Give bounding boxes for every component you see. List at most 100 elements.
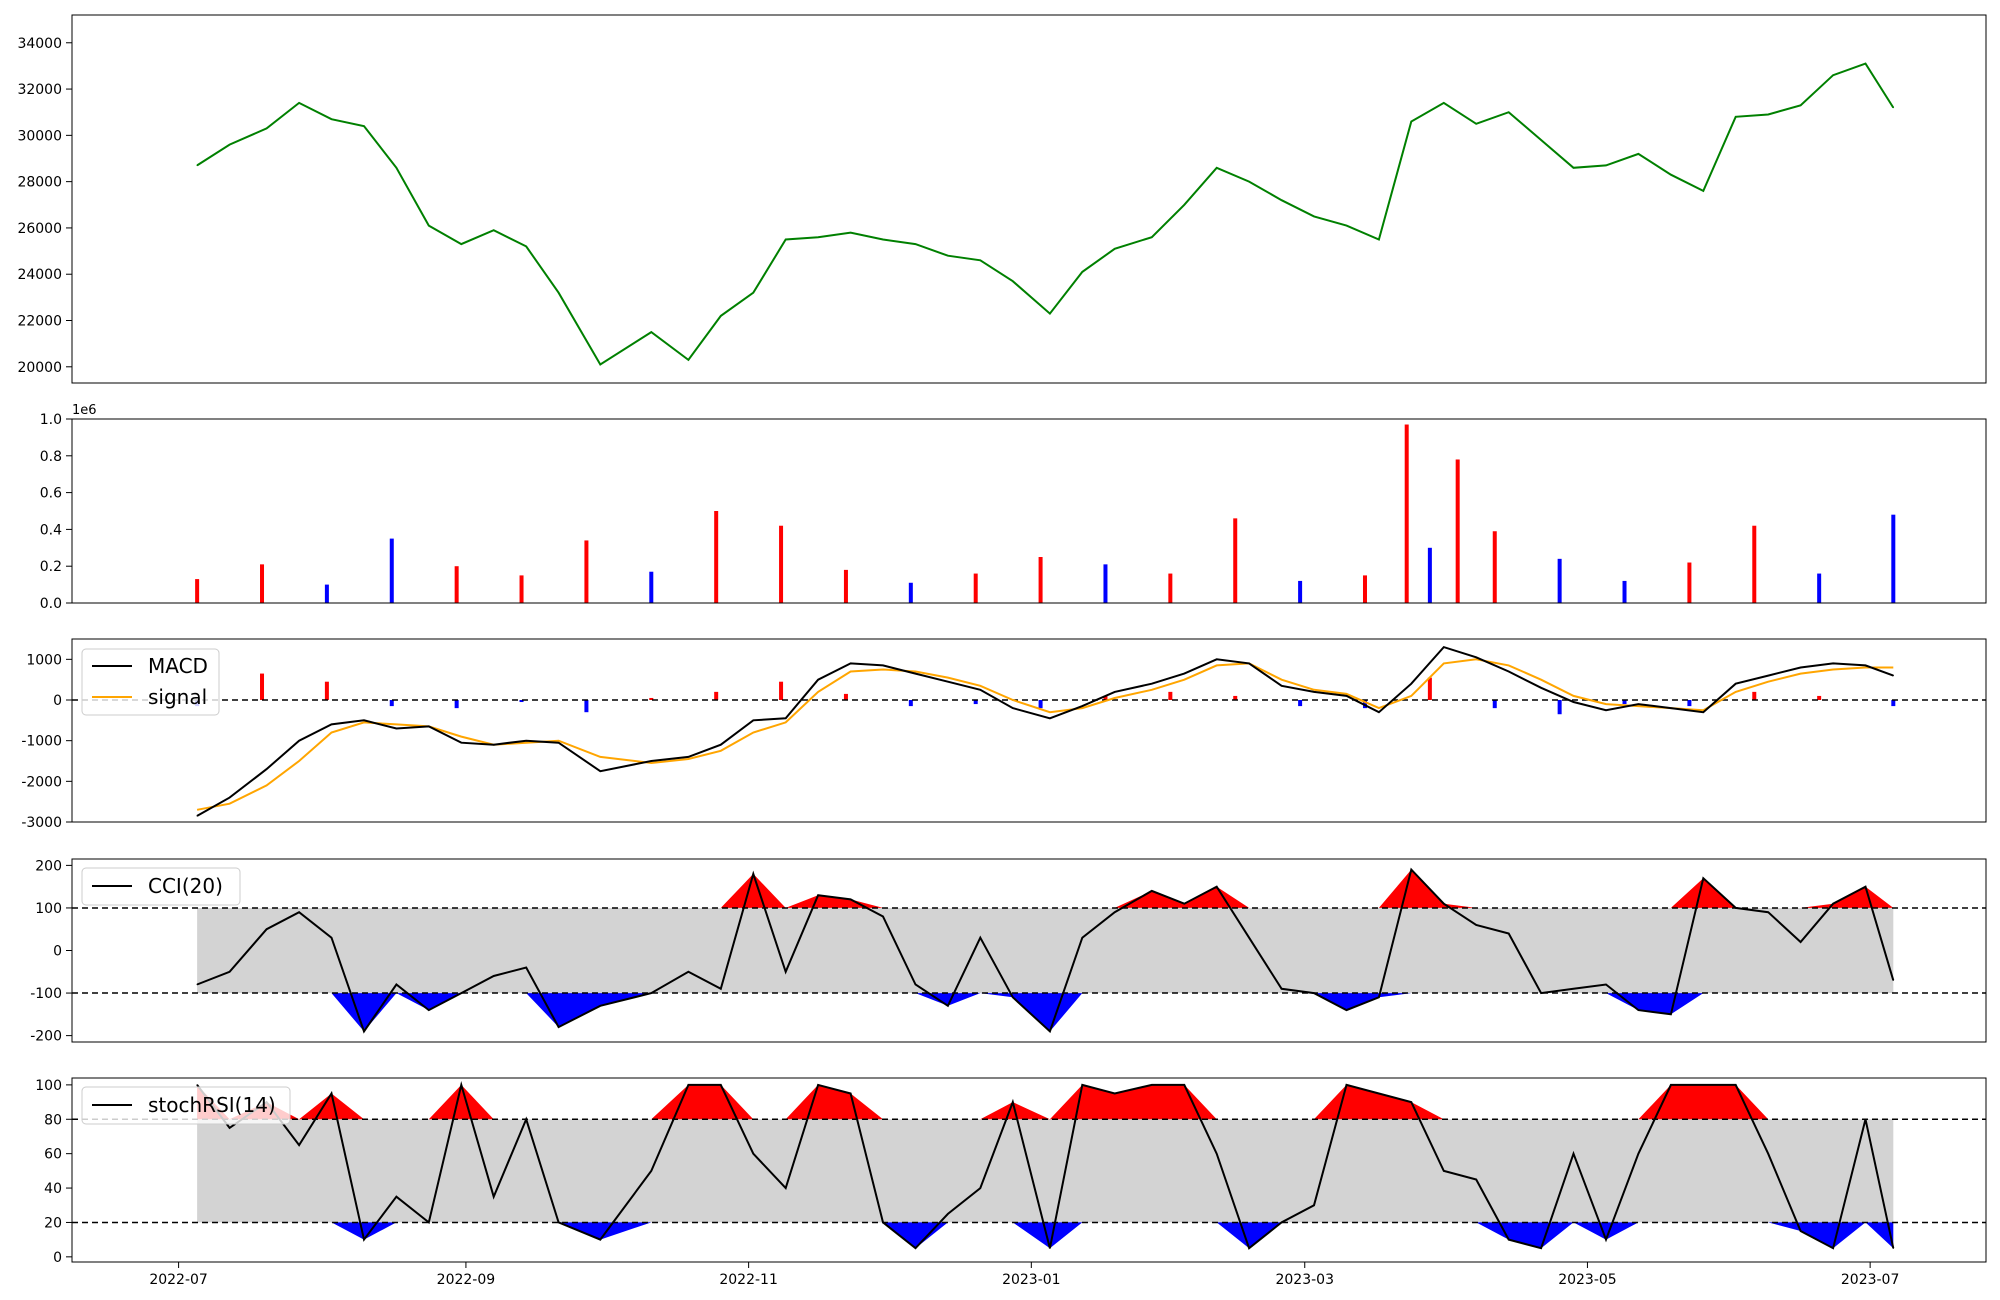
price-point: [1345, 225, 1348, 227]
price-axes-frame: [71, 14, 1987, 384]
stochrsi-point: [1313, 1204, 1315, 1206]
volume-bar: [843, 569, 848, 603]
cci-point: [363, 1030, 365, 1032]
macd-histogram-bar: [1752, 691, 1757, 700]
macd-point: [1540, 687, 1542, 689]
stochrsi-point: [1151, 1084, 1153, 1086]
stochrsi-point: [395, 1196, 398, 1198]
macd-point: [1800, 666, 1802, 669]
macd-point: [1216, 658, 1218, 660]
price-y-tick-label: 26000: [17, 221, 62, 237]
price-point: [1378, 238, 1380, 241]
macd-point: [266, 768, 268, 770]
volume-plot: [195, 424, 1896, 603]
macd-legend-label-macd: MACD: [148, 654, 208, 678]
stochrsi-point: [1767, 1153, 1769, 1155]
cci-point: [599, 1005, 601, 1007]
stochrsi-plot: [72, 1080, 1986, 1250]
price-point: [525, 245, 527, 248]
macd-histogram-bar: [324, 681, 329, 700]
price-point: [1864, 63, 1867, 65]
cci-point: [558, 1026, 560, 1028]
cci-point: [1767, 911, 1769, 913]
price-point: [1081, 271, 1083, 273]
macd-point: [363, 719, 365, 721]
macd-line: [196, 645, 1894, 817]
price-point: [720, 315, 722, 317]
price-point: [752, 292, 754, 294]
stochrsi-point: [1508, 1239, 1510, 1241]
cci-point: [1443, 903, 1445, 905]
stochrsi-oversold-fill: [197, 1222, 1894, 1249]
stochrsi-point: [979, 1187, 981, 1189]
volume-y-tick-label: 0.4: [40, 522, 62, 538]
price-point: [947, 255, 949, 257]
price-point: [1508, 111, 1510, 113]
stochrsi-point: [1410, 1101, 1412, 1103]
price-y-tick-label: 20000: [17, 360, 62, 376]
macd-y-tick-label: -3000: [21, 815, 62, 831]
volume-bar: [1817, 573, 1822, 603]
stochrsi-point: [558, 1221, 560, 1224]
price-point: [1410, 120, 1412, 123]
stochrsi-point: [947, 1213, 949, 1215]
macd-point: [1443, 646, 1445, 648]
cci-point: [1114, 911, 1116, 913]
price-point: [266, 127, 268, 130]
macd-histogram-bar: [519, 700, 524, 703]
price-point: [428, 225, 430, 227]
volume-y-tick-label: 0.0: [40, 596, 62, 612]
stochrsi-point: [687, 1084, 689, 1086]
cci-point: [849, 898, 852, 901]
macd-y-tick-label: 0: [53, 693, 62, 709]
macd-point: [395, 727, 398, 730]
stochrsi-point: [1864, 1118, 1867, 1120]
cci-panel: -200 -100 0 100 200 CCI(20): [30, 858, 1987, 1045]
stochrsi-point: [1832, 1247, 1834, 1249]
stochrsi-point: [1637, 1153, 1640, 1155]
stochrsi-point: [1345, 1084, 1348, 1086]
macd-point: [1248, 662, 1250, 665]
price-point: [1216, 167, 1218, 169]
macd-histogram-bar: [1817, 695, 1822, 700]
price-point: [599, 363, 601, 366]
stochrsi-legend: stochRSI(14): [81, 1086, 291, 1125]
cci-point: [460, 992, 462, 994]
cci-point: [882, 915, 884, 918]
stochrsi-point: [650, 1170, 652, 1172]
macd-point: [687, 756, 689, 758]
cci-point: [1892, 979, 1894, 981]
price-point: [914, 243, 917, 245]
macd-point: [460, 742, 462, 744]
price-point: [979, 259, 981, 261]
price-y-tick-label: 30000: [17, 128, 62, 144]
macd-histogram-bar: [1557, 700, 1562, 715]
cci-oversold-fill: [197, 993, 1894, 1032]
cci-point: [1378, 996, 1380, 998]
price-point: [1767, 113, 1769, 116]
stochrsi-point: [752, 1153, 754, 1155]
macd-point: [1183, 672, 1185, 675]
macd-point: [1475, 656, 1477, 658]
price-point: [882, 238, 884, 241]
cci-y-tick-label: 0: [53, 944, 62, 960]
volume-bar: [519, 575, 524, 603]
stochrsi-axes-frame: [71, 1077, 1987, 1263]
stochrsi-panel: 0 20 40 60 80 100 stochRSI(14) 2022-07 2022-09…: [35, 1077, 1987, 1288]
volume-bar: [1492, 531, 1497, 603]
macd-y-tick-label: 1000: [26, 652, 62, 668]
price-plot: [196, 62, 1895, 366]
price-point: [817, 236, 819, 238]
volume-offset-label: 1e6: [72, 403, 97, 418]
macd-histogram-bar: [1298, 700, 1303, 707]
price-y-tick-label: 24000: [17, 267, 62, 283]
cci-plot: [72, 867, 1986, 1034]
macd-point: [1410, 683, 1412, 685]
cci-point: [428, 1009, 430, 1011]
cci-point: [979, 937, 981, 939]
stochrsi-point: [1012, 1101, 1014, 1103]
volume-bar: [973, 573, 978, 603]
cci-point: [1151, 890, 1153, 892]
cci-legend-label: CCI(20): [148, 874, 223, 898]
cci-y-tick-label: 100: [35, 901, 62, 917]
